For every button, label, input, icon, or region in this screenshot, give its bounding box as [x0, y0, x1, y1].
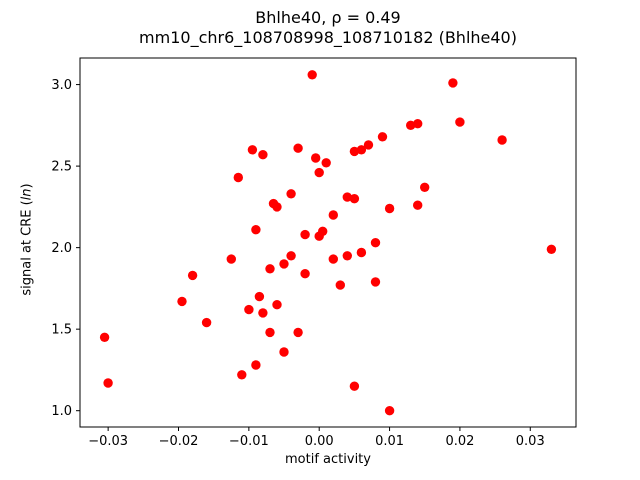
data-point — [497, 135, 507, 145]
data-point — [413, 200, 423, 210]
data-point — [349, 381, 360, 391]
data-point — [321, 158, 331, 168]
data-point — [177, 296, 187, 307]
data-point — [251, 360, 261, 370]
chart-title-line2: mm10_chr6_108708998_108710182 (Bhlhe40) — [139, 28, 517, 47]
data-point — [318, 226, 328, 236]
data-point — [265, 264, 275, 274]
data-point — [244, 304, 254, 315]
x-axis-label: motif activity — [285, 452, 371, 467]
data-point — [448, 78, 458, 88]
data-point — [363, 140, 374, 150]
x-tick-label: 0.03 — [516, 434, 545, 449]
data-point — [420, 182, 430, 192]
data-point — [300, 229, 310, 240]
x-tick-label: −0.03 — [88, 434, 128, 449]
data-point — [328, 254, 338, 264]
y-axis-label-prefix: signal at CRE ( — [19, 200, 35, 296]
data-point — [546, 244, 557, 254]
x-tick-label: 0.00 — [305, 434, 334, 449]
data-point — [103, 378, 113, 388]
x-tick-label: −0.02 — [159, 434, 199, 449]
data-point — [247, 145, 258, 155]
data-point — [286, 251, 296, 261]
data-point — [258, 150, 268, 160]
data-point — [406, 120, 416, 130]
data-point — [254, 291, 265, 302]
data-point — [300, 269, 310, 279]
chart-title-line1: Bhlhe40, ρ = 0.49 — [255, 8, 401, 27]
data-point — [258, 308, 268, 318]
data-point — [328, 210, 338, 220]
y-tick-label: 2.5 — [51, 160, 72, 175]
data-point — [377, 132, 388, 142]
data-point — [370, 238, 381, 248]
data-point — [233, 172, 243, 183]
y-tick-label: 1.0 — [51, 404, 72, 419]
data-point — [311, 153, 321, 163]
data-point — [279, 347, 289, 357]
axes-frame — [79, 57, 577, 428]
y-axis-ticks: 1.0 1.5 2.0 2.5 3.0 — [51, 78, 80, 419]
y-tick-label: 2.0 — [51, 241, 72, 256]
x-tick-label: 0.02 — [445, 434, 474, 449]
data-point — [187, 270, 198, 281]
data-point — [455, 117, 465, 127]
data-point — [314, 167, 324, 178]
data-point — [349, 194, 360, 204]
data-point — [342, 192, 352, 202]
data-point — [349, 146, 360, 157]
data-point — [293, 327, 303, 338]
data-point — [356, 247, 367, 258]
scatter-points — [99, 70, 557, 416]
data-point — [293, 143, 303, 153]
data-point — [384, 406, 395, 416]
data-point — [279, 259, 289, 269]
chart-title: Bhlhe40, ρ = 0.49 mm10_chr6_108708998_10… — [80, 8, 576, 48]
data-point — [237, 370, 247, 380]
data-point — [342, 251, 352, 261]
y-axis-label-italic: ln — [19, 188, 35, 201]
data-point — [335, 280, 345, 290]
data-point — [384, 203, 395, 214]
data-point — [265, 327, 275, 338]
data-point — [201, 317, 212, 328]
data-point — [286, 189, 296, 199]
data-point — [413, 119, 423, 129]
data-point — [356, 145, 367, 155]
data-point — [272, 300, 282, 310]
x-tick-label: −0.01 — [229, 434, 269, 449]
data-point — [99, 332, 110, 342]
data-point — [307, 70, 317, 80]
data-point — [251, 225, 261, 235]
y-axis-label: signal at CRE (ln) — [20, 90, 35, 390]
y-tick-label: 3.0 — [51, 78, 72, 93]
data-point — [370, 277, 381, 287]
data-point — [272, 202, 282, 212]
x-tick-label: 0.01 — [375, 434, 404, 449]
y-tick-label: 1.5 — [51, 323, 72, 338]
x-axis-ticks: −0.03 −0.02 −0.01 0.00 0.01 0.02 0.03 — [88, 427, 545, 449]
y-axis-label-suffix: ) — [19, 183, 35, 189]
data-point — [226, 254, 236, 264]
